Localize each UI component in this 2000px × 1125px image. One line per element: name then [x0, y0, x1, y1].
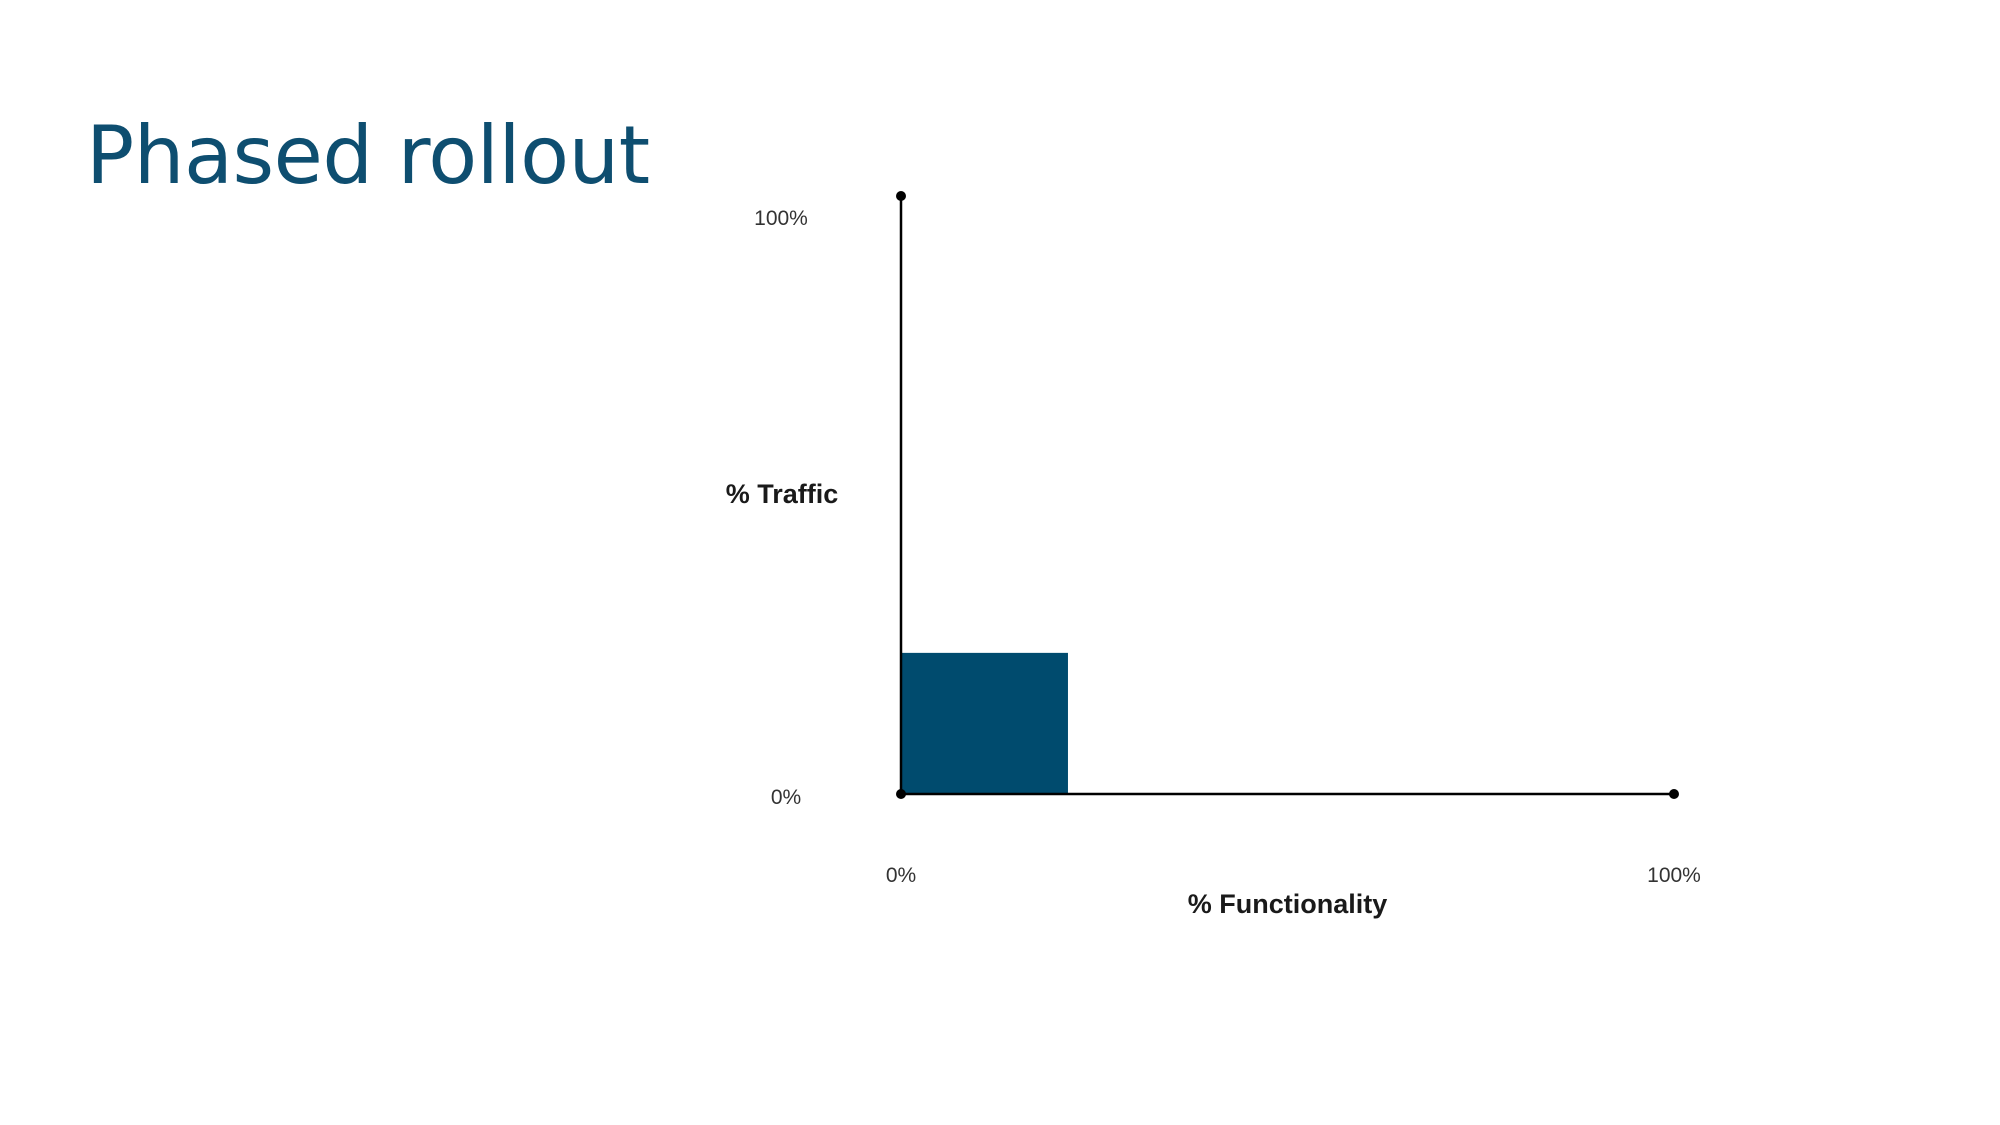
y-tick-label-min: 0% — [771, 786, 801, 809]
x-axis-end-dot — [1669, 789, 1679, 799]
y-tick-label-max: 100% — [754, 207, 808, 230]
origin-dot — [896, 789, 906, 799]
rollout-area — [901, 652, 1068, 794]
x-axis-title: % Functionality — [1188, 889, 1388, 919]
x-tick-label-min: 0% — [886, 864, 916, 887]
y-axis-title: % Traffic — [726, 479, 839, 509]
x-tick-label-max: 100% — [1647, 864, 1701, 887]
slide-title: Phased rollout — [86, 109, 650, 202]
y-axis-top-dot — [896, 191, 906, 201]
